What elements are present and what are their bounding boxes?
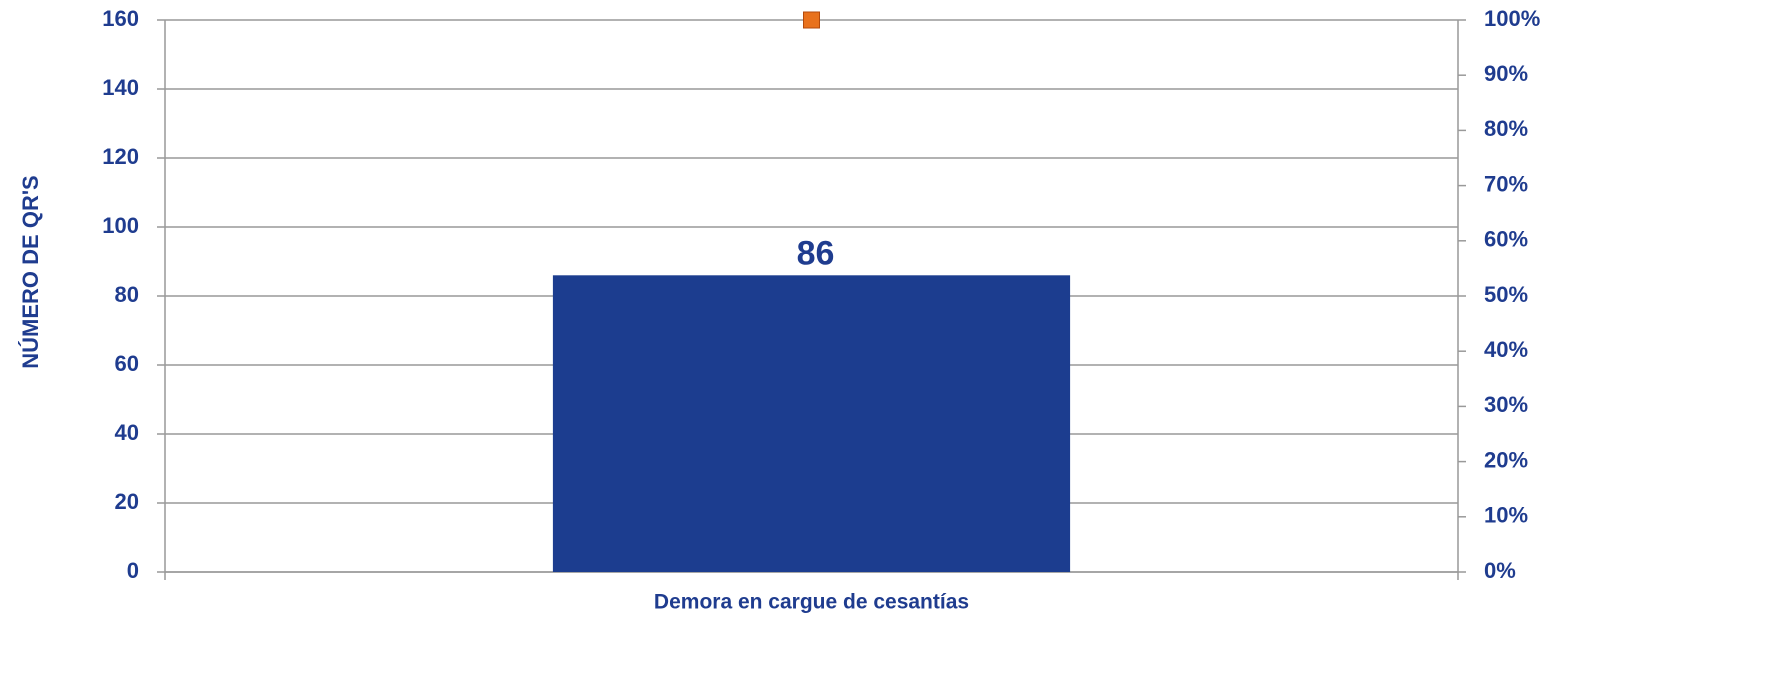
y-tick-label: 100 — [102, 213, 139, 238]
y-axis-title: NÚMERO DE QR'S — [18, 175, 43, 368]
y2-tick-label: 40% — [1484, 337, 1528, 362]
bar — [552, 275, 1071, 572]
y2-tick-label: 80% — [1484, 116, 1528, 141]
y-tick-label: 80 — [115, 282, 139, 307]
y-tick-label: 20 — [115, 489, 139, 514]
y2-tick-label: 100% — [1484, 6, 1540, 31]
y2-tick-label: 20% — [1484, 447, 1528, 472]
line-marker — [803, 11, 820, 29]
y2-tick-label: 60% — [1484, 227, 1528, 252]
y2-tick-label: 10% — [1484, 503, 1528, 528]
y-tick-label: 160 — [102, 6, 139, 31]
y-tick-label: 0 — [127, 558, 139, 583]
y2-tick-label: 0% — [1484, 558, 1516, 583]
y2-tick-label: 50% — [1484, 282, 1528, 307]
y-tick-label: 40 — [115, 420, 139, 445]
y-tick-label: 120 — [102, 144, 139, 169]
y2-tick-label: 90% — [1484, 61, 1528, 86]
x-tick-label: Demora en cargue de cesantías — [654, 591, 969, 614]
y-tick-label: 60 — [115, 351, 139, 376]
y2-tick-label: 70% — [1484, 171, 1528, 196]
y2-tick-label: 30% — [1484, 392, 1528, 417]
y-tick-label: 140 — [102, 75, 139, 100]
data-label: 86 — [797, 234, 835, 272]
